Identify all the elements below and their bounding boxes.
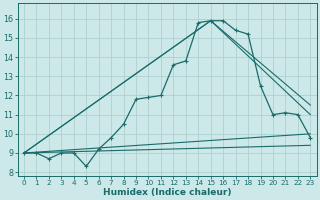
- X-axis label: Humidex (Indice chaleur): Humidex (Indice chaleur): [103, 188, 231, 197]
